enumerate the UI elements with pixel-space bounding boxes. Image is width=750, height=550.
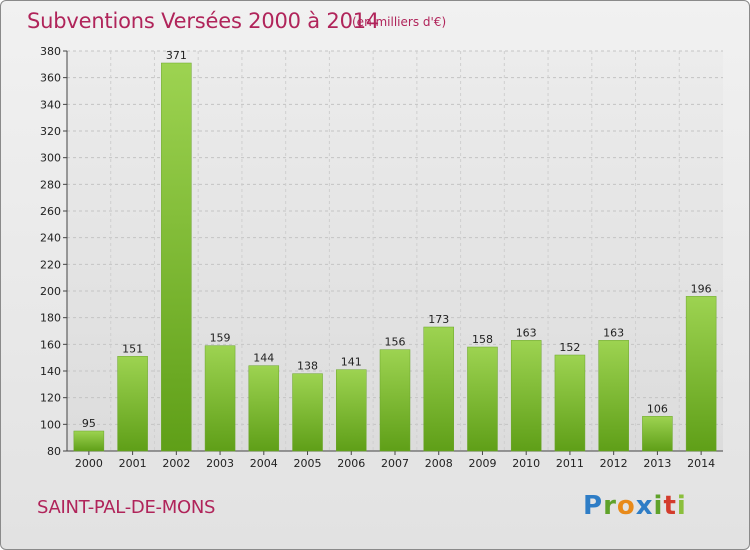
x-tick-label: 2013 bbox=[643, 457, 671, 470]
value-label: 138 bbox=[297, 360, 318, 373]
x-tick-label: 2004 bbox=[250, 457, 278, 470]
value-label: 159 bbox=[210, 332, 231, 345]
town-name: SAINT-PAL-DE-MONS bbox=[37, 497, 216, 518]
x-tick-label: 2012 bbox=[600, 457, 628, 470]
x-tick-label: 2008 bbox=[425, 457, 453, 470]
value-label: 158 bbox=[472, 333, 493, 346]
value-label: 163 bbox=[603, 326, 624, 339]
value-label: 163 bbox=[516, 326, 537, 339]
bar-2001 bbox=[117, 356, 148, 452]
value-label: 151 bbox=[122, 342, 143, 355]
value-label: 106 bbox=[647, 402, 668, 415]
x-tick-label: 2014 bbox=[687, 457, 715, 470]
logo-letter: P bbox=[583, 491, 604, 521]
y-tick-label: 200 bbox=[40, 285, 61, 298]
y-tick-label: 100 bbox=[40, 418, 61, 431]
y-tick-label: 80 bbox=[47, 445, 61, 458]
logo-letter: o bbox=[616, 491, 636, 521]
chart-title: Subventions Versées 2000 à 2014 bbox=[27, 9, 380, 33]
x-tick-label: 2002 bbox=[162, 457, 190, 470]
bar-2000 bbox=[73, 430, 105, 452]
bar-2013 bbox=[642, 416, 673, 452]
bar-2008 bbox=[423, 326, 454, 452]
y-tick-label: 380 bbox=[40, 45, 61, 58]
y-tick-label: 220 bbox=[40, 258, 61, 271]
y-tick-label: 140 bbox=[40, 365, 61, 378]
logo-letter: t bbox=[663, 491, 677, 521]
y-tick-label: 160 bbox=[40, 338, 61, 351]
bar-2005 bbox=[292, 373, 323, 452]
logo-letter: i bbox=[676, 491, 687, 521]
bar-2003 bbox=[204, 345, 236, 452]
value-label: 95 bbox=[82, 417, 96, 430]
x-tick-label: 2010 bbox=[512, 457, 540, 470]
value-label: 371 bbox=[166, 49, 187, 62]
bar-2007 bbox=[379, 349, 411, 452]
x-tick-label: 2007 bbox=[381, 457, 409, 470]
x-tick-label: 2006 bbox=[337, 457, 365, 470]
labels: 80 100 120 140 160 180 200 220 240 260 280 300 320 34… bbox=[40, 45, 715, 470]
x-tick-label: 2009 bbox=[468, 457, 496, 470]
y-tick-label: 280 bbox=[40, 178, 61, 191]
y-tick-label: 340 bbox=[40, 98, 61, 111]
x-tick-label: 2001 bbox=[119, 457, 147, 470]
proxiti-logo[interactable]: Proxiti bbox=[583, 491, 687, 521]
y-tick-label: 240 bbox=[40, 232, 61, 245]
x-tick-label: 2003 bbox=[206, 457, 234, 470]
y-tick-label: 360 bbox=[40, 72, 61, 85]
value-label: 156 bbox=[385, 336, 406, 349]
y-tick-label: 120 bbox=[40, 392, 61, 405]
logo-letter: i bbox=[653, 491, 664, 521]
bar-2011 bbox=[554, 354, 586, 452]
value-label: 141 bbox=[341, 356, 362, 369]
value-label: 152 bbox=[559, 341, 580, 354]
y-tick-label: 180 bbox=[40, 312, 61, 325]
value-label: 196 bbox=[691, 282, 712, 295]
x-tick-label: 2005 bbox=[294, 457, 322, 470]
value-label: 144 bbox=[253, 352, 274, 365]
logo-letter: x bbox=[635, 491, 654, 521]
bar-2004 bbox=[248, 365, 280, 452]
bar-2002 bbox=[161, 62, 192, 452]
bar-2012 bbox=[598, 340, 629, 452]
x-tick-label: 2000 bbox=[75, 457, 103, 470]
bar-2010 bbox=[510, 340, 542, 452]
x-tick-label: 2011 bbox=[556, 457, 584, 470]
chart-subtitle: (en milliers d'€) bbox=[352, 15, 447, 29]
logo-letter: r bbox=[603, 491, 617, 521]
bars bbox=[73, 62, 717, 452]
bar-2006 bbox=[336, 369, 367, 452]
bar-2014 bbox=[685, 296, 717, 452]
y-tick-label: 260 bbox=[40, 205, 61, 218]
bar-2009 bbox=[467, 346, 498, 452]
value-label: 173 bbox=[428, 313, 449, 326]
y-tick-label: 320 bbox=[40, 125, 61, 138]
y-tick-label: 300 bbox=[40, 152, 61, 165]
